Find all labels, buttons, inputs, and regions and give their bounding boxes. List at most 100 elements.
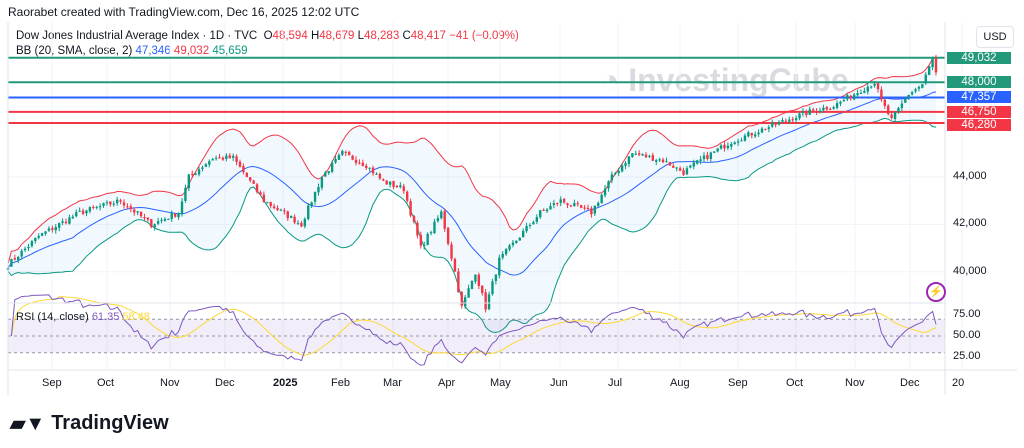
candle [249, 177, 252, 181]
candle [866, 86, 869, 92]
candle [150, 219, 153, 228]
candle [201, 167, 204, 169]
currency-button[interactable]: USD [976, 26, 1014, 48]
candle [863, 91, 866, 93]
candle [40, 233, 44, 236]
candle [730, 143, 733, 147]
x-tick-label: Aug [670, 377, 690, 389]
candle [634, 153, 637, 155]
candle [682, 170, 685, 175]
candle [801, 111, 805, 114]
candle [446, 227, 450, 244]
candle [815, 111, 818, 113]
x-tick-label: 2025 [273, 377, 298, 389]
candle [539, 210, 542, 218]
candle [566, 203, 569, 206]
candle [924, 74, 927, 84]
price-level-tag[interactable]: 47,357 [947, 91, 1011, 104]
candle [825, 107, 829, 110]
candle [818, 110, 822, 113]
candle [327, 171, 330, 173]
candle [34, 237, 37, 242]
candle [791, 119, 794, 121]
candle [392, 181, 395, 187]
candle [562, 198, 566, 203]
candle [231, 155, 235, 158]
tradingview-logo: ▰▼ TradingView [10, 412, 169, 435]
candle [849, 95, 852, 99]
candle [78, 210, 81, 212]
candle [856, 93, 859, 96]
open-value: 48,594 [272, 30, 308, 42]
rsi-legend[interactable]: RSI (14, close) 61.35 58.48 [16, 311, 150, 323]
candle [289, 216, 293, 218]
candle [423, 245, 426, 247]
candle [126, 206, 129, 208]
candle [771, 122, 774, 127]
x-tick-label: Nov [845, 377, 865, 389]
tv-logo-icon: ▰▼ [10, 413, 46, 435]
rsi-tick-label: 25.00 [953, 350, 981, 362]
candle [822, 107, 825, 111]
candle [317, 187, 320, 193]
candle [324, 172, 327, 177]
lightning-icon[interactable]: ⚡ [926, 282, 946, 302]
candle [293, 216, 296, 223]
candle [637, 153, 641, 155]
candle [528, 225, 532, 227]
bb-legend[interactable]: BB (20, SMA, close, 2) 47,346 49,032 45,… [16, 45, 248, 57]
candle [934, 57, 938, 73]
symbol-name: Dow Jones Industrial Average Index · 1D … [16, 30, 258, 42]
candle [658, 159, 661, 161]
candle [723, 144, 726, 149]
price-level-tag[interactable]: 48,000 [947, 76, 1011, 89]
candle [757, 132, 760, 135]
candle [412, 215, 416, 222]
candle [310, 202, 313, 207]
candle [341, 151, 344, 155]
rsi-line [10, 294, 937, 366]
candle [30, 241, 34, 247]
candle [508, 245, 511, 250]
price-level-tag[interactable]: 46,750 [947, 105, 1011, 118]
candle [910, 92, 914, 95]
close-label: C [402, 30, 411, 42]
candle [88, 207, 92, 212]
candle [272, 206, 276, 209]
candle [743, 135, 747, 141]
candle [238, 161, 242, 167]
rsi-tick-label: 75.00 [953, 308, 981, 320]
candle [95, 206, 98, 208]
candle [917, 86, 921, 89]
candle [300, 222, 303, 227]
candle [672, 165, 675, 168]
candle [699, 159, 702, 161]
price-level-tag[interactable]: 49,032 [947, 51, 1011, 64]
candle [395, 185, 399, 188]
candle [661, 159, 665, 163]
candle [733, 142, 736, 145]
candle [736, 141, 740, 143]
candle [409, 201, 412, 216]
candle [767, 127, 771, 129]
candle [20, 250, 23, 257]
candle [119, 200, 122, 202]
price-level-tag[interactable]: 46,280 [947, 118, 1011, 131]
candle [655, 160, 658, 162]
candle [777, 121, 781, 125]
bb-basis: 47,346 [135, 45, 171, 57]
candle [156, 221, 160, 224]
candle [85, 210, 88, 214]
bb-basis-line [7, 91, 937, 276]
candle [876, 83, 880, 90]
candle [75, 212, 78, 217]
candle [382, 179, 385, 181]
candle [371, 167, 375, 174]
symbol-legend[interactable]: Dow Jones Industrial Average Index · 1D … [16, 30, 519, 42]
candle [600, 194, 603, 203]
candle [805, 112, 808, 116]
bb-upper-line [7, 56, 937, 265]
candle [665, 161, 668, 163]
candle [320, 177, 324, 188]
